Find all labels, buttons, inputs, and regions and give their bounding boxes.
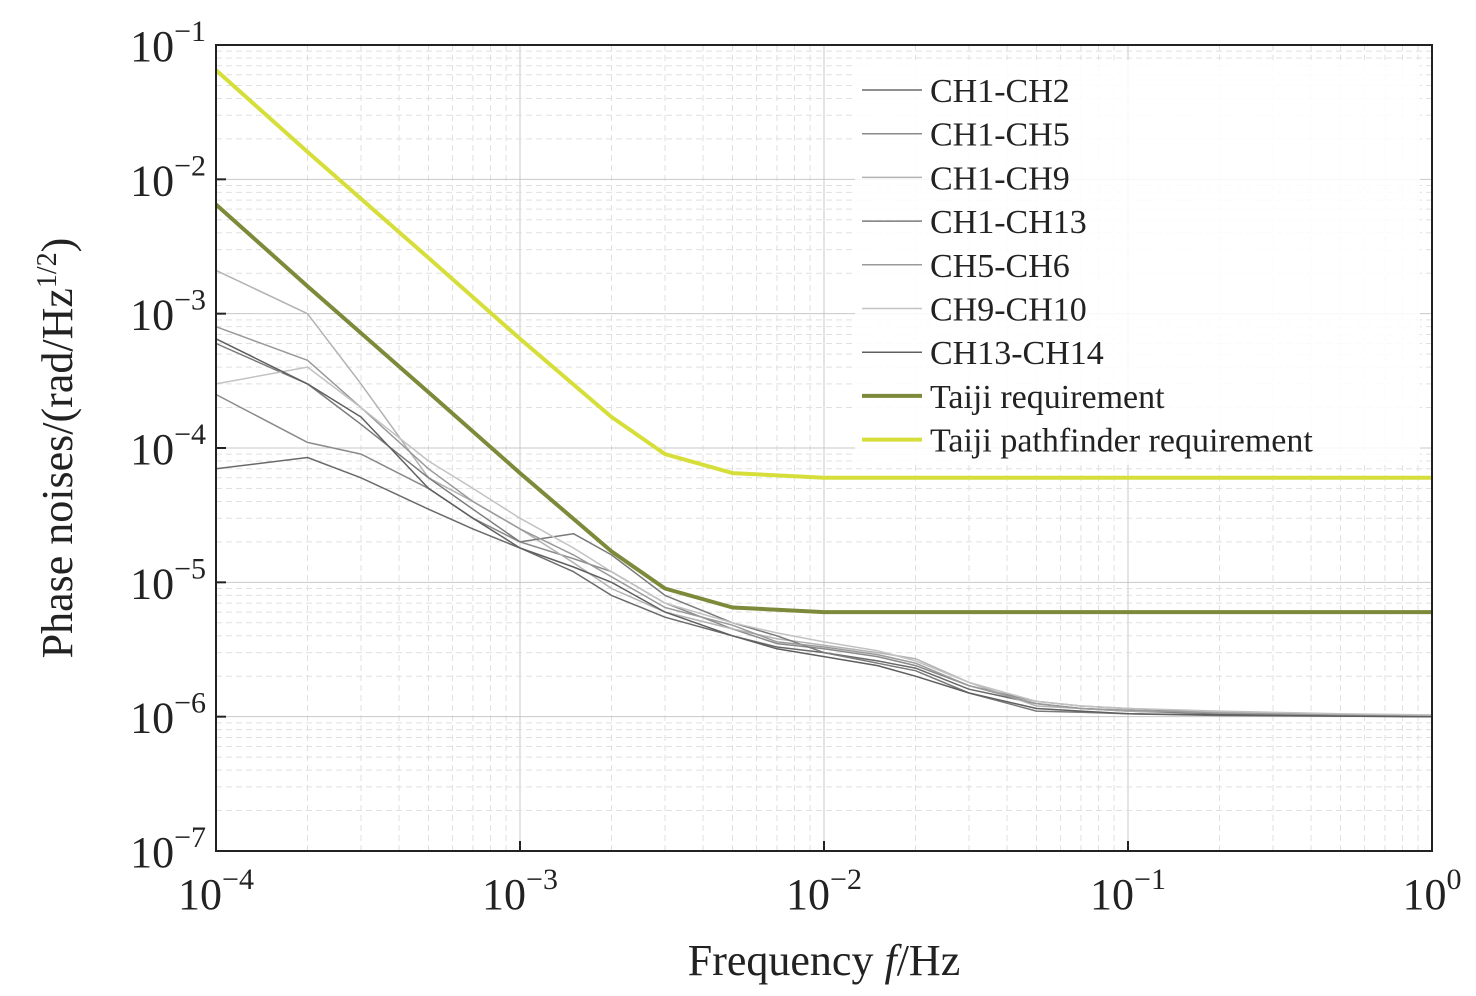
y-tick-label: 10−7 — [130, 821, 206, 877]
series-layer — [214, 68, 1433, 718]
x-axis-label-post: /Hz — [897, 936, 961, 985]
series-line-7 — [214, 203, 1432, 615]
y-tick-label: 10−1 — [130, 15, 206, 71]
series-line-5 — [215, 366, 1433, 716]
legend-label: CH9-CH10 — [930, 292, 1087, 329]
legend: CH1-CH2 CH1-CH5 CH1-CH9 CH1-CH13 CH5-CH6 CH9-… — [855, 60, 1420, 465]
series-line-6 — [215, 338, 1433, 718]
x-tick-label: 10−4 — [178, 863, 254, 919]
x-axis-label-pre: Frequency — [688, 936, 885, 985]
axis-ticks: 10−4 10−3 10−2 10−1 100 10−1 10−2 10−3 10−4 10−5 1… — [130, 15, 1461, 919]
x-tick-label: 100 — [1403, 863, 1462, 919]
y-tick-label: 10−6 — [130, 687, 206, 743]
x-axis-label: Frequency f/Hz — [688, 936, 960, 985]
x-tick-label: 10−3 — [482, 863, 558, 919]
series-line-4 — [215, 325, 1433, 717]
y-axis-label-sup: 1/2 — [32, 252, 63, 288]
legend-label: CH1-CH13 — [930, 204, 1087, 241]
y-axis-label-main: Phase noises/(rad/Hz — [33, 288, 82, 658]
legend-label: CH1-CH9 — [930, 160, 1070, 197]
legend-label: CH1-CH5 — [930, 117, 1070, 154]
x-tick-label: 10−1 — [1090, 863, 1166, 919]
y-tick-label: 10−4 — [130, 418, 206, 474]
grid — [215, 45, 1432, 852]
legend-box — [855, 60, 1420, 465]
y-axis-label-close: ) — [33, 238, 82, 253]
y-tick-label: 10−5 — [130, 552, 206, 608]
y-tick-label: 10−2 — [130, 149, 206, 205]
legend-label: CH13-CH14 — [930, 335, 1104, 372]
legend-label: CH1-CH2 — [930, 73, 1070, 110]
legend-label: CH5-CH6 — [930, 248, 1070, 285]
series-line-8 — [214, 68, 1432, 480]
x-tick-label: 10−2 — [786, 863, 862, 919]
legend-label: Taiji pathfinder requirement — [930, 423, 1313, 460]
y-axis-label: Phase noises/(rad/Hz1/2) — [32, 238, 82, 659]
y-tick-label: 10−3 — [130, 284, 206, 340]
legend-label: Taiji requirement — [930, 379, 1165, 416]
